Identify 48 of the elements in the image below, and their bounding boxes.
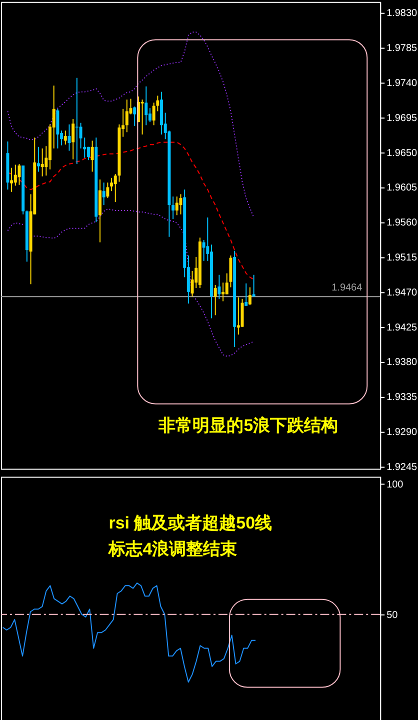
candlestick — [248, 286, 252, 306]
y-tick-label: 1.9425 — [386, 322, 418, 334]
candlestick — [244, 282, 248, 306]
candlestick — [36, 146, 40, 172]
y-tick-label: 1.9380 — [386, 357, 418, 368]
candlestick — [64, 130, 67, 146]
candlestick — [106, 182, 110, 199]
candlestick — [68, 124, 71, 152]
candlestick — [218, 274, 221, 300]
candlestick — [72, 118, 75, 160]
candlestick — [175, 196, 178, 216]
y-tick-label: 1.9695 — [386, 112, 418, 124]
candlestick — [172, 196, 175, 220]
candlestick — [214, 284, 217, 316]
candlestick — [14, 164, 17, 186]
y-tick-label: 1.9245 — [386, 462, 418, 473]
candlestick — [75, 77, 78, 164]
y-tick-label: 1.9830 — [386, 8, 418, 20]
y-tick-label: 1.9740 — [386, 78, 418, 90]
candlestick — [140, 99, 144, 135]
y-tick-label: 1.9515 — [386, 252, 418, 264]
candlestick — [179, 194, 182, 215]
y-tick-label: 1.9785 — [386, 43, 418, 54]
candlestick — [144, 86, 148, 126]
y-tick-label: 100 — [386, 480, 404, 491]
line-series — [7, 142, 254, 280]
y-tick-label: 1.9605 — [386, 182, 418, 194]
candlestick — [86, 146, 90, 161]
y-tick-label: 1.9650 — [386, 148, 418, 159]
candlestick — [10, 167, 14, 192]
candlestick — [110, 177, 114, 192]
candlestick — [125, 99, 128, 133]
candlestick — [40, 148, 44, 177]
line-series — [2, 582, 256, 683]
annotation: 标志4浪调整结束 — [108, 540, 238, 559]
annotation: 非常明显的5浪下跌结构 — [158, 416, 338, 435]
y-tick-label: 1.9335 — [386, 392, 418, 404]
y-tick-label: 1.9560 — [386, 218, 418, 229]
candlestick — [90, 140, 94, 172]
y-tick-label: 50 — [386, 610, 398, 621]
annotation: rsi 触及或者超越50线 — [108, 514, 272, 533]
y-tick-label: 1.9470 — [386, 287, 418, 298]
candlestick — [252, 274, 256, 298]
candlestick — [102, 182, 106, 206]
y-tick-label: 1.9290 — [386, 427, 418, 438]
candlestick — [133, 106, 136, 126]
ref-line-label: 1.9464 — [332, 282, 363, 294]
line-series — [7, 32, 254, 218]
